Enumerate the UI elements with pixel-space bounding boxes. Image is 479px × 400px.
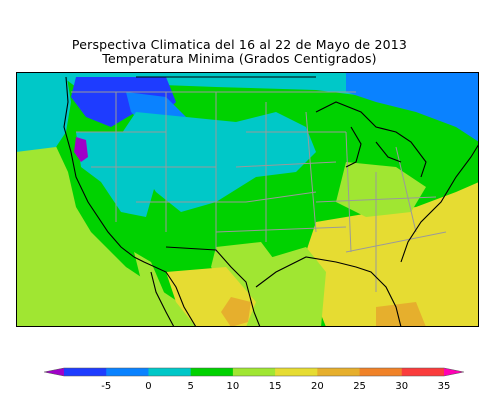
legend-color-bin [275,368,318,376]
map-title-line-1: Perspectiva Climatica del 16 al 22 de Ma… [71,37,408,52]
legend-tick-label: 25 [353,381,366,392]
legend-tick-label: 5 [187,381,193,392]
florida-orange [376,302,426,327]
color-legend: -50510152025303540 [44,367,464,392]
legend-max-arrow [444,368,464,376]
legend-color-bin [106,368,149,376]
map-title-line-2: Temperatura Minima (Grados Centigrados) [102,51,377,66]
legend-tick-label: 20 [311,381,324,392]
legend-color-bin [232,368,276,376]
mexico-orange [221,297,251,327]
legend-color-bin [401,368,445,376]
temperature-map [16,72,479,327]
legend-tick-label: 10 [227,381,240,392]
legend-color-bin [64,368,107,376]
canada-east-blue [346,72,479,142]
legend-color-bin [190,368,234,376]
pacific-ocean [16,142,201,327]
legend-outline [44,367,464,377]
legend-color-bin [317,368,361,376]
legend-color-bin [148,368,192,376]
legend-tick-label: 30 [395,381,408,392]
state-boundaries [71,91,447,292]
oregon-magenta [74,137,88,162]
eastern-lightgreen [336,162,426,217]
legend-color-bin [359,368,403,376]
legend-tick-label: -5 [101,381,111,392]
legend-tick-label: 35 [438,381,451,392]
coastlines [63,76,479,327]
atlantic-yellow [421,187,479,327]
legend-tick-label: 0 [145,381,151,392]
legend-tick-label: 15 [269,381,282,392]
pacific-north-band [16,72,71,152]
legend-min-arrow [44,368,64,376]
